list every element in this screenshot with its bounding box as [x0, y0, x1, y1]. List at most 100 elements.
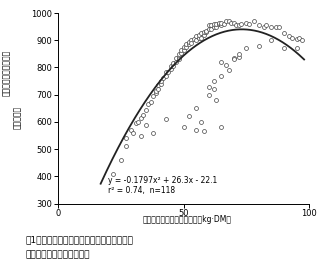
- Point: [229, 21, 234, 25]
- Point: [219, 23, 224, 27]
- Point: [196, 33, 201, 37]
- Point: [201, 129, 206, 134]
- Point: [156, 83, 161, 87]
- Point: [161, 76, 166, 80]
- Point: [287, 34, 292, 38]
- Point: [219, 60, 224, 64]
- Point: [211, 22, 216, 26]
- Point: [256, 23, 261, 27]
- Point: [181, 48, 186, 52]
- Point: [151, 94, 156, 98]
- Point: [153, 88, 158, 93]
- Point: [224, 19, 229, 23]
- Point: [178, 48, 184, 52]
- Point: [231, 57, 236, 61]
- Point: [226, 19, 231, 23]
- Point: [151, 131, 156, 135]
- Point: [261, 25, 267, 29]
- Point: [201, 33, 206, 37]
- Point: [244, 21, 249, 25]
- Point: [188, 38, 194, 42]
- Point: [269, 38, 274, 42]
- Point: [269, 25, 274, 29]
- Point: [143, 123, 148, 127]
- Point: [234, 23, 239, 27]
- Point: [181, 45, 186, 49]
- Text: 一日当り合計和嘲時間: 一日当り合計和嘲時間: [2, 50, 11, 96]
- Point: [123, 136, 128, 140]
- Point: [299, 38, 304, 42]
- Point: [191, 37, 196, 41]
- Point: [123, 144, 128, 149]
- Point: [196, 35, 201, 40]
- Point: [181, 125, 186, 129]
- Point: [131, 131, 136, 135]
- Point: [216, 21, 221, 25]
- Point: [128, 128, 133, 132]
- Point: [186, 42, 191, 46]
- Point: [211, 87, 216, 91]
- Point: [133, 121, 138, 125]
- Point: [174, 56, 179, 60]
- Point: [231, 21, 236, 25]
- Point: [209, 23, 214, 27]
- Point: [256, 44, 261, 48]
- Point: [206, 85, 211, 89]
- Point: [186, 40, 191, 44]
- Point: [158, 82, 164, 86]
- Point: [236, 52, 242, 56]
- Point: [294, 46, 299, 51]
- Point: [219, 125, 224, 129]
- Point: [176, 55, 181, 59]
- Point: [171, 61, 176, 66]
- Point: [246, 22, 251, 26]
- Point: [136, 120, 141, 124]
- Point: [244, 46, 249, 51]
- Point: [276, 25, 281, 29]
- Point: [194, 34, 199, 38]
- Point: [176, 52, 181, 56]
- Point: [226, 68, 231, 72]
- Point: [206, 27, 211, 32]
- Point: [156, 87, 161, 91]
- Point: [204, 30, 209, 34]
- Point: [171, 64, 176, 68]
- Point: [148, 99, 154, 104]
- Point: [213, 25, 219, 29]
- Point: [294, 37, 299, 41]
- Point: [184, 45, 189, 49]
- Point: [206, 93, 211, 97]
- Point: [176, 57, 181, 61]
- Point: [146, 102, 151, 106]
- Point: [178, 50, 184, 55]
- Text: （分／日）: （分／日）: [13, 106, 22, 129]
- Point: [194, 106, 199, 110]
- Point: [153, 91, 158, 96]
- Point: [143, 108, 148, 112]
- Point: [206, 23, 211, 27]
- Point: [274, 25, 279, 29]
- Point: [264, 23, 269, 27]
- Point: [138, 133, 143, 138]
- Point: [213, 22, 219, 26]
- Point: [199, 35, 204, 40]
- Point: [224, 63, 229, 67]
- Point: [166, 69, 171, 74]
- Point: [163, 117, 168, 121]
- Point: [158, 79, 164, 83]
- Point: [221, 22, 226, 26]
- Point: [174, 60, 179, 64]
- Point: [138, 116, 143, 120]
- Point: [194, 38, 199, 42]
- Point: [141, 113, 146, 117]
- Point: [236, 23, 242, 27]
- Point: [194, 128, 199, 132]
- Point: [199, 31, 204, 35]
- Point: [231, 56, 236, 60]
- Point: [201, 30, 206, 34]
- Point: [211, 79, 216, 83]
- Text: たりの咀嚼時間との関係: たりの咀嚼時間との関係: [26, 251, 90, 259]
- Text: 乾物当り合計和嘲時間（分／kg·DM）: 乾物当り合計和嘲時間（分／kg·DM）: [142, 215, 231, 224]
- Point: [251, 19, 256, 23]
- Point: [219, 21, 224, 25]
